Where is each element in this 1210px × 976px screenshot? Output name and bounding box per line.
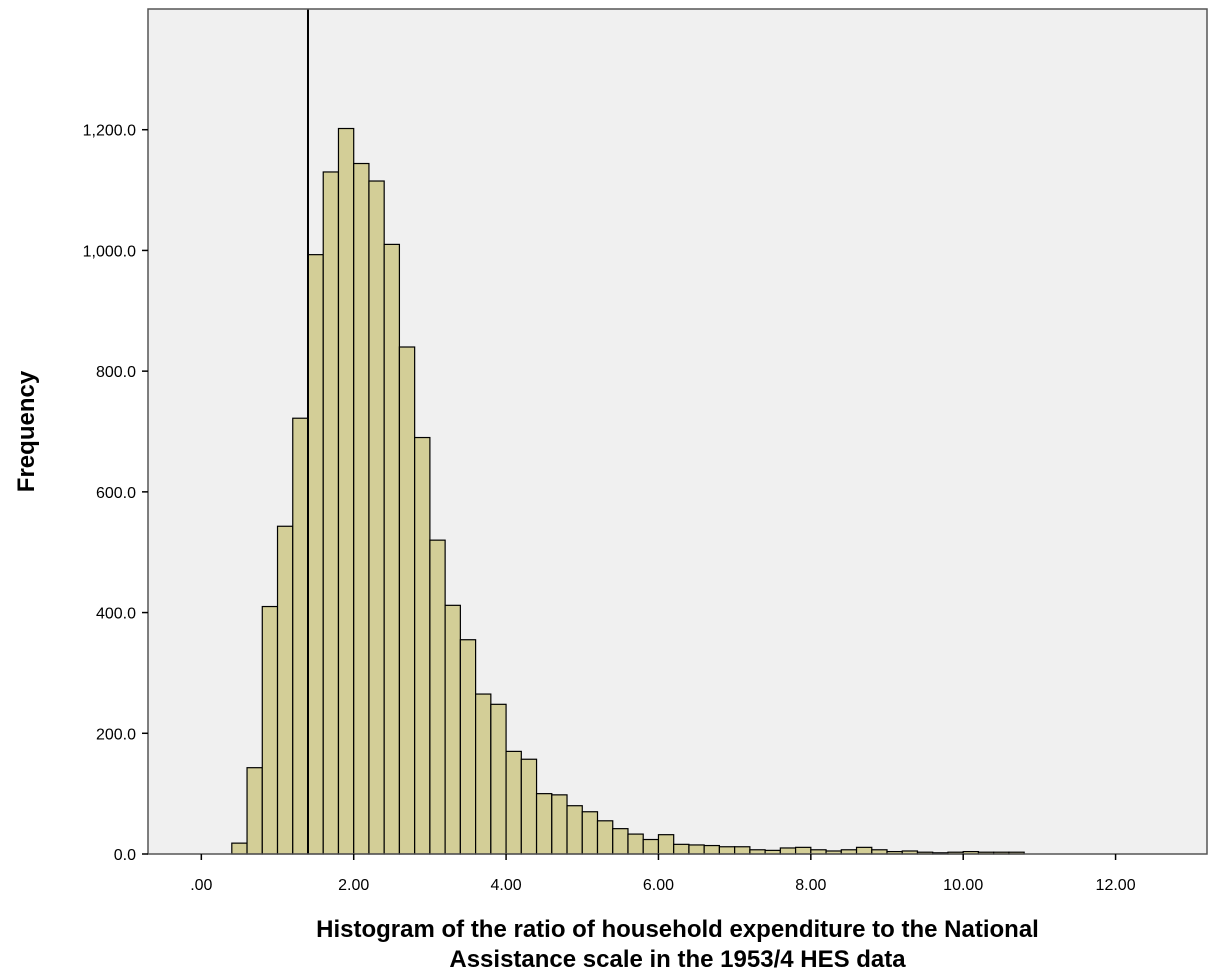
histogram-bar: [673, 843, 690, 855]
histogram-bar: [688, 844, 705, 855]
y-axis-ticks: 0.0 200.0 400.0 600.0 800.0 1,000.0 1,200.0: [83, 123, 148, 864]
histogram-bar: [261, 605, 279, 855]
histogram-bar: [231, 842, 248, 855]
histogram-bar: [535, 793, 553, 855]
histogram-bar: [642, 838, 660, 855]
histogram-bar: [794, 846, 812, 855]
x-tick-label: 8.00: [795, 877, 826, 894]
y-tick-label: 1,200.0: [83, 123, 136, 140]
x-tick-label: 2.00: [338, 877, 369, 894]
histogram-bar: [505, 750, 522, 855]
histogram-bar: [444, 604, 461, 855]
histogram-bar: [353, 162, 370, 855]
y-tick-label: 0.0: [114, 847, 136, 864]
histogram-bar: [292, 417, 309, 855]
histogram-bars: [231, 127, 1025, 855]
x-axis-title-line-2: Assistance scale in the 1953/4 HES data: [449, 946, 906, 973]
histogram-bar: [734, 846, 751, 855]
x-tick-label: 4.00: [491, 877, 522, 894]
x-tick-label: 10.00: [943, 877, 983, 894]
histogram-bar: [459, 639, 477, 855]
histogram-bar: [307, 254, 324, 855]
histogram-bar: [276, 525, 294, 855]
histogram-bar: [718, 846, 736, 855]
histogram-bar: [383, 243, 401, 855]
histogram-bar: [368, 180, 385, 855]
x-axis-title-line-1: Histogram of the ratio of household expe…: [316, 916, 1039, 943]
histogram-bar: [627, 833, 644, 855]
histogram-bar: [779, 847, 797, 855]
histogram-bar: [581, 811, 599, 855]
y-tick-label: 1,000.0: [83, 243, 136, 260]
histogram-bar: [703, 844, 721, 855]
y-tick-label: 200.0: [96, 726, 136, 743]
histogram-bar: [414, 436, 431, 855]
y-tick-label: 400.0: [96, 606, 136, 623]
histogram-bar: [566, 805, 583, 855]
histogram-bar: [855, 846, 873, 855]
histogram-bar: [246, 767, 263, 855]
histogram-bar: [429, 539, 446, 855]
histogram-bar: [398, 346, 416, 855]
histogram-bar: [551, 794, 568, 855]
x-tick-label: .00: [190, 877, 212, 894]
y-axis-title: Frequency: [13, 370, 40, 492]
plot-frame: [147, 8, 1208, 855]
histogram-bar: [475, 693, 492, 855]
x-tick-label: 12.00: [1096, 877, 1136, 894]
histogram-bar: [337, 127, 355, 855]
histogram-bar: [596, 820, 614, 855]
x-tick-label: 6.00: [643, 877, 674, 894]
histogram-bar: [322, 171, 340, 855]
x-axis-ticks: .00 2.00 4.00 6.00 8.00 10.00 12.00: [190, 854, 1136, 894]
y-tick-label: 800.0: [96, 364, 136, 381]
histogram-bar: [520, 758, 538, 855]
y-tick-label: 600.0: [96, 485, 136, 502]
histogram-bar: [612, 828, 629, 855]
histogram-bar: [490, 703, 507, 855]
histogram-bar: [657, 834, 675, 855]
